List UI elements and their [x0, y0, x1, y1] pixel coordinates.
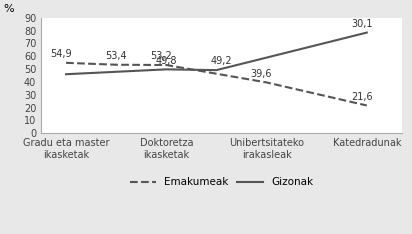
- Line: Emakumeak: Emakumeak: [66, 63, 367, 106]
- Gizonak: [214, 69, 219, 72]
- Text: 54,9: 54,9: [50, 49, 72, 59]
- Text: 53,4: 53,4: [105, 51, 127, 61]
- Emakumeak: [164, 64, 169, 66]
- Gizonak: [364, 31, 369, 34]
- Text: 49,2: 49,2: [211, 56, 232, 66]
- Legend: Emakumeak, Gizonak: Emakumeak, Gizonak: [126, 173, 317, 191]
- Gizonak: [164, 68, 169, 71]
- Emakumeak: [364, 104, 369, 107]
- Text: 39,6: 39,6: [251, 69, 272, 79]
- Y-axis label: %: %: [3, 4, 14, 14]
- Line: Gizonak: Gizonak: [66, 33, 367, 74]
- Text: 30,1: 30,1: [351, 19, 372, 29]
- Text: 49,8: 49,8: [156, 55, 177, 66]
- Emakumeak: [63, 61, 68, 64]
- Emakumeak: [264, 81, 269, 84]
- Emakumeak: [114, 63, 119, 66]
- Text: 53,2: 53,2: [150, 51, 172, 61]
- Text: 21,6: 21,6: [351, 92, 372, 102]
- Gizonak: [63, 73, 68, 76]
